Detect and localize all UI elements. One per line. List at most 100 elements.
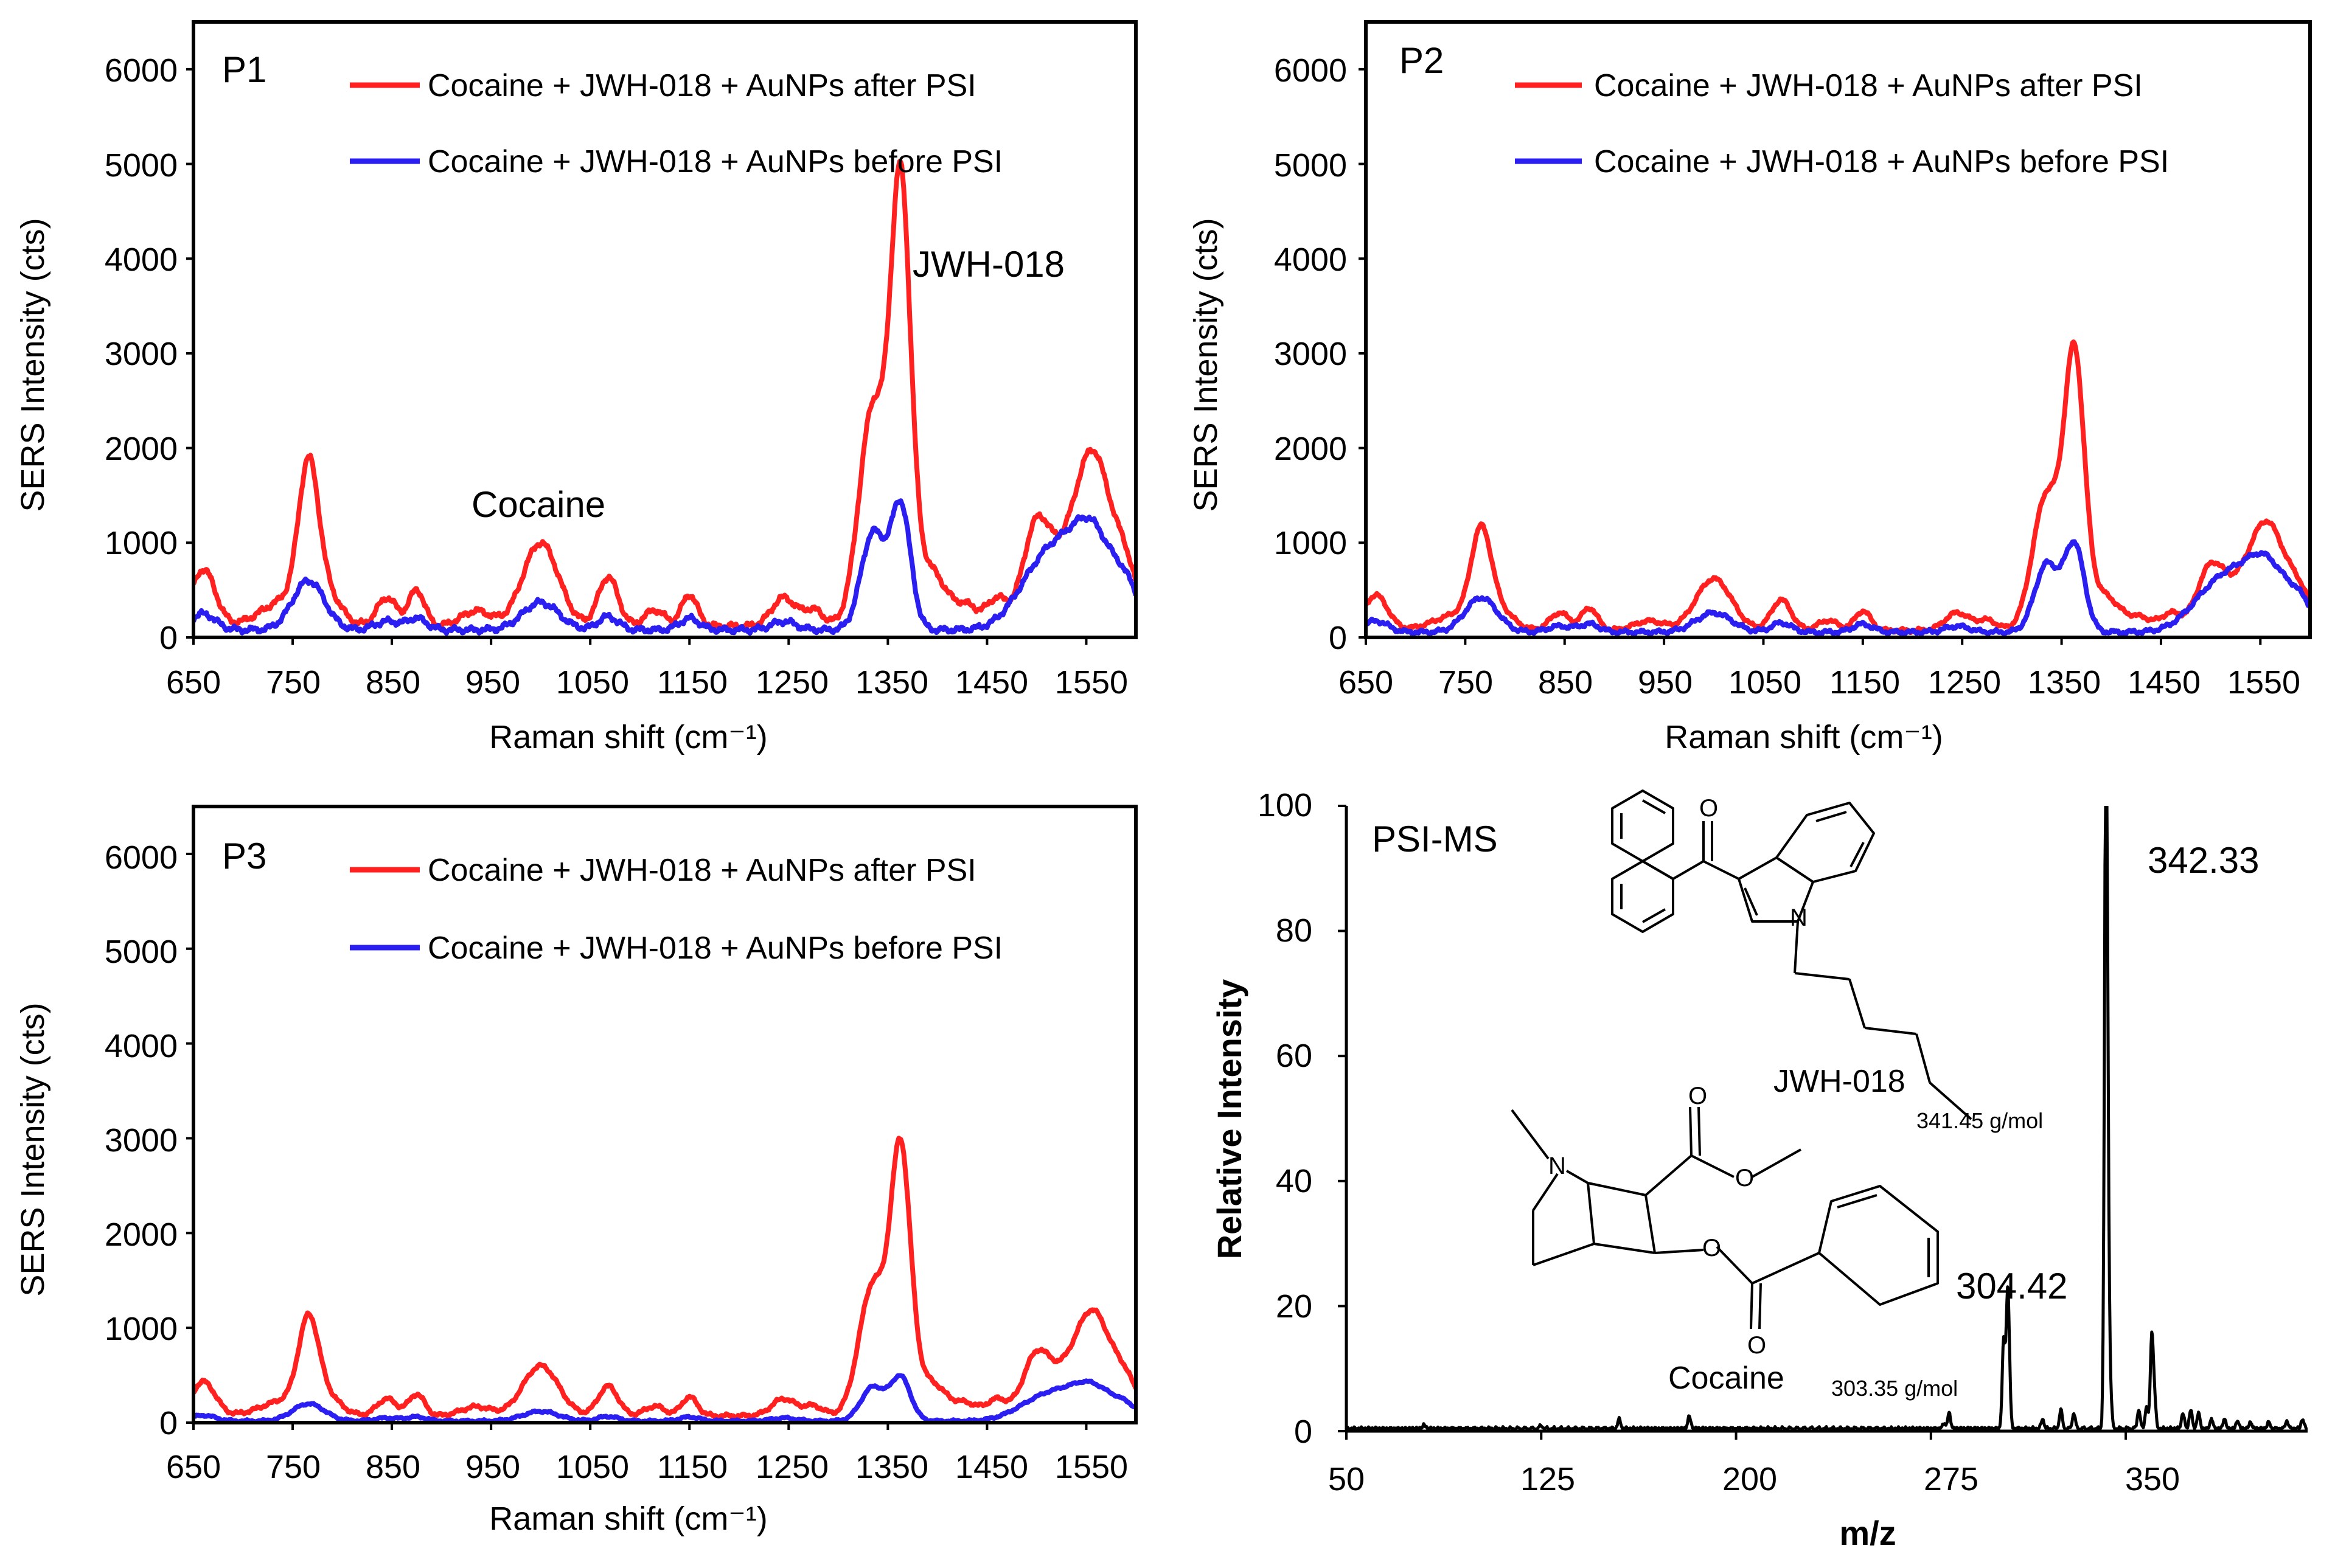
p1-ytick-5000: 5000: [105, 147, 178, 184]
ms-y-axis-label: Relative Intensity: [1210, 979, 1248, 1260]
p2-ytick-6000: 6000: [1274, 52, 1347, 89]
p2-xtick-650: 650: [1338, 664, 1393, 701]
panel-p2: 0 1000 2000 3000 4000 5000 6000 650 750 …: [1188, 20, 2312, 755]
p1-ytick-0: 0: [159, 620, 178, 656]
p3-ytick-0: 0: [159, 1405, 178, 1441]
p1-xtick-1450: 1450: [955, 664, 1028, 701]
ms-plot-area: [1338, 805, 2308, 1440]
p1-ytick-4000: 4000: [105, 241, 178, 278]
p3-frame: [192, 805, 1138, 1424]
p2-xtick-1550: 1550: [2227, 664, 2300, 701]
p2-xtick-850: 850: [1538, 664, 1593, 701]
p1-xtick-850: 850: [366, 664, 420, 701]
p2-xtick-950: 950: [1638, 664, 1693, 701]
p3-y-axis-label: SERS Intensity (cts): [15, 1002, 51, 1296]
p1-legend-after-label: Cocaine + JWH-018 + AuNPs after PSI: [428, 68, 976, 103]
p2-xtick-1450: 1450: [2128, 664, 2201, 701]
p1-y-ticks: 0 1000 2000 3000 4000 5000 6000: [105, 52, 178, 656]
p1-xtick-1350: 1350: [855, 664, 928, 701]
p3-xtick-750: 750: [266, 1449, 321, 1485]
p1-y-axis-label: SERS Intensity (cts): [15, 218, 51, 512]
p3-xtick-1450: 1450: [955, 1449, 1028, 1485]
p1-annotation-jwh018: JWH-018: [913, 244, 1065, 285]
jwh018-atom-o: O: [1699, 795, 1718, 822]
p2-legend-before-label: Cocaine + JWH-018 + AuNPs before PSI: [1594, 144, 2169, 179]
p1-annotation-cocaine: Cocaine: [472, 484, 605, 525]
ms-ytick-100: 100: [1258, 787, 1312, 824]
cocaine-atom-o-ester1: O: [1688, 1083, 1707, 1109]
ms-peak-label-major: 342.33: [2148, 840, 2260, 881]
p1-xtick-1250: 1250: [756, 664, 829, 701]
p1-plot-area: [186, 20, 1138, 645]
cocaine-atom-o-ester2: O: [1735, 1165, 1754, 1192]
p3-legend-before-label: Cocaine + JWH-018 + AuNPs before PSI: [428, 931, 1003, 966]
p3-plot-area: [186, 805, 1138, 1430]
p1-ytick-2000: 2000: [105, 431, 178, 467]
p2-xtick-750: 750: [1438, 664, 1493, 701]
p3-ytick-2000: 2000: [105, 1216, 178, 1253]
p1-x-axis-label: Raman shift (cm⁻¹): [489, 719, 768, 755]
cocaine-atom-o-benzoyl1: O: [1702, 1235, 1721, 1261]
ms-xtick-50: 50: [1328, 1461, 1365, 1497]
ms-ytick-60: 60: [1276, 1038, 1312, 1074]
p3-ytick-6000: 6000: [105, 839, 178, 876]
ms-spectrum-line: [1346, 806, 2308, 1431]
cocaine-name: Cocaine: [1668, 1361, 1784, 1396]
p2-xtick-1350: 1350: [2028, 664, 2101, 701]
p2-ytick-4000: 4000: [1274, 241, 1347, 278]
p2-y-axis-label: SERS Intensity (cts): [1188, 218, 1224, 512]
p2-plot-area: [1359, 20, 2312, 645]
ms-x-axis-label: m/z: [1839, 1514, 1896, 1552]
ms-ytick-40: 40: [1276, 1163, 1312, 1199]
p3-x-axis-label: Raman shift (cm⁻¹): [489, 1500, 768, 1537]
p2-series-before-psi: [1366, 539, 2310, 637]
ms-xtick-200: 200: [1722, 1461, 1777, 1497]
p3-ytick-4000: 4000: [105, 1028, 178, 1064]
ms-ytick-80: 80: [1276, 912, 1312, 949]
p2-legend-after-label: Cocaine + JWH-018 + AuNPs after PSI: [1594, 68, 2143, 103]
p2-ytick-3000: 3000: [1274, 336, 1347, 372]
p3-xtick-850: 850: [366, 1449, 420, 1485]
p2-ytick-2000: 2000: [1274, 431, 1347, 467]
p3-xtick-650: 650: [166, 1449, 221, 1485]
p3-xtick-1150: 1150: [657, 1449, 728, 1485]
p1-ytick-6000: 6000: [105, 52, 178, 89]
p2-ytick-0: 0: [1329, 620, 1347, 656]
p3-xtick-1050: 1050: [556, 1449, 629, 1485]
cocaine-atom-o-benzoyl2: O: [1747, 1332, 1766, 1359]
jwh018-name: JWH-018: [1773, 1064, 1905, 1099]
p2-xtick-1050: 1050: [1728, 664, 1801, 701]
p3-ytick-3000: 3000: [105, 1122, 178, 1159]
p2-y-ticks: 0 1000 2000 3000 4000 5000 6000: [1274, 52, 1347, 656]
p3-legend-after-label: Cocaine + JWH-018 + AuNPs after PSI: [428, 853, 976, 888]
p2-panel-label: P2: [1399, 40, 1444, 81]
p2-series-after-psi: [1366, 339, 2310, 636]
ms-x-ticks: 50 125 200 275 350: [1328, 1461, 2180, 1497]
p2-ytick-1000: 1000: [1274, 525, 1347, 561]
ms-ytick-0: 0: [1294, 1414, 1312, 1450]
panel-p3: 0 1000 2000 3000 4000 5000 6000 650 750 …: [15, 805, 1138, 1537]
jwh018-structure: [1611, 789, 1972, 1120]
ms-panel-label: PSI-MS: [1372, 819, 1498, 859]
p1-xtick-650: 650: [166, 664, 221, 701]
p3-x-ticks: 650 750 850 950 1050 1150 1250 1350 1450…: [166, 1449, 1128, 1485]
p2-x-axis-label: Raman shift (cm⁻¹): [1665, 719, 1943, 755]
ms-xtick-275: 275: [1924, 1461, 1978, 1497]
p3-panel-label: P3: [222, 836, 266, 876]
ms-xtick-125: 125: [1520, 1461, 1575, 1497]
p1-xtick-750: 750: [266, 664, 321, 701]
ms-ytick-20: 20: [1276, 1288, 1312, 1325]
p3-xtick-1350: 1350: [855, 1449, 928, 1485]
p1-frame: [192, 20, 1138, 639]
p3-ytick-1000: 1000: [105, 1311, 178, 1347]
panel-p1: 0 1000 2000 3000 4000 5000 6000 650 750 …: [15, 20, 1138, 755]
cocaine-mw: 303.35 g/mol: [1831, 1376, 1958, 1401]
p1-legend-before-label: Cocaine + JWH-018 + AuNPs before PSI: [428, 144, 1003, 179]
cocaine-structure: [1511, 1106, 1939, 1330]
jwh018-atom-n: N: [1790, 904, 1808, 931]
p2-frame: [1364, 20, 2312, 639]
ms-y-ticks: 0 20 40 60 80 100: [1258, 787, 1312, 1450]
p3-ytick-5000: 5000: [105, 934, 178, 970]
p2-x-ticks: 650 750 850 950 1050 1150 1250 1350 1450…: [1338, 664, 2300, 701]
